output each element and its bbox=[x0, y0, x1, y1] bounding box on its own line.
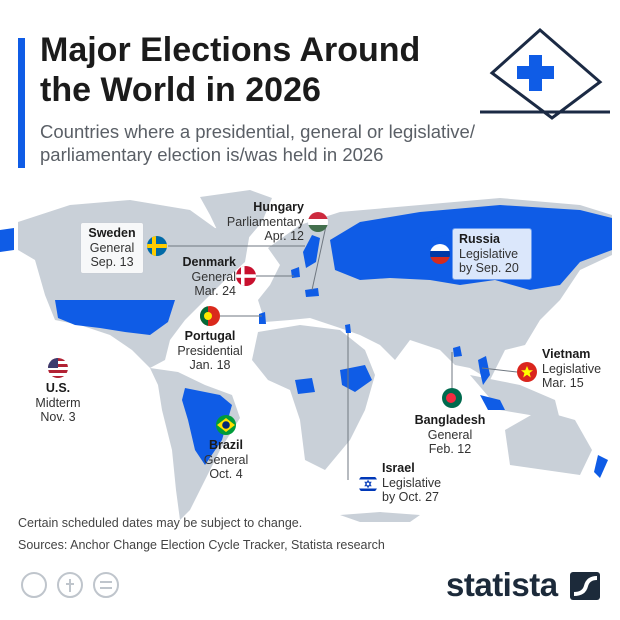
label-brazil: Brazil General Oct. 4 bbox=[186, 438, 266, 482]
election-type: General bbox=[89, 240, 135, 255]
highlighted-countries bbox=[0, 205, 612, 478]
election-date: by Sep. 20 bbox=[459, 261, 519, 275]
flag-denmark bbox=[236, 266, 256, 286]
election-date: Sep. 13 bbox=[90, 255, 134, 269]
sources: Sources: Anchor Change Election Cycle Tr… bbox=[18, 538, 385, 552]
election-date: Mar. 15 bbox=[542, 376, 584, 390]
subtitle: Countries where a presidential, general … bbox=[40, 121, 475, 165]
connectors bbox=[168, 225, 518, 480]
country: Denmark bbox=[182, 255, 237, 269]
flag-israel bbox=[358, 474, 378, 494]
footnote: Certain scheduled dates may be subject t… bbox=[18, 516, 303, 530]
brand-logo bbox=[570, 572, 600, 600]
election-type: Legislative bbox=[459, 246, 519, 261]
country: Hungary bbox=[253, 200, 304, 214]
label-portugal: Portugal Presidential Jan. 18 bbox=[160, 329, 260, 373]
country: Sweden bbox=[88, 226, 136, 240]
brand: statista bbox=[446, 566, 558, 603]
election-type: General bbox=[191, 269, 236, 284]
flag-brazil bbox=[216, 415, 236, 435]
label-vietnam: Vietnam Legislative Mar. 15 bbox=[542, 347, 618, 391]
country: Russia bbox=[459, 232, 500, 246]
election-date: Nov. 3 bbox=[40, 410, 76, 424]
label-us: U.S. Midterm Nov. 3 bbox=[18, 381, 98, 425]
label-sweden: Sweden General Sep. 13 bbox=[80, 222, 144, 274]
election-date: Feb. 12 bbox=[428, 442, 472, 456]
country: Bangladesh bbox=[414, 413, 486, 427]
flag-hungary bbox=[308, 212, 328, 232]
country: Brazil bbox=[208, 438, 244, 452]
election-date: Oct. 4 bbox=[209, 467, 243, 481]
accent-bar bbox=[18, 38, 25, 168]
election-type: Midterm bbox=[35, 395, 81, 410]
flag-russia bbox=[430, 244, 450, 264]
country: Vietnam bbox=[542, 347, 591, 361]
title: Major Elections Around the World in 2026 bbox=[40, 31, 421, 109]
flag-sweden bbox=[147, 236, 167, 256]
license-icons bbox=[21, 572, 119, 598]
election-type: Presidential bbox=[177, 343, 243, 358]
election-date: Apr. 12 bbox=[264, 229, 304, 243]
country: U.S. bbox=[45, 381, 71, 395]
election-type: General bbox=[427, 427, 473, 442]
label-russia: Russia Legislative by Sep. 20 bbox=[452, 228, 532, 280]
election-date: Mar. 24 bbox=[194, 284, 236, 298]
label-israel: Israel Legislative by Oct. 27 bbox=[382, 461, 462, 505]
election-date: Jan. 18 bbox=[189, 358, 231, 372]
election-type: Legislative bbox=[542, 361, 602, 376]
label-hungary: Hungary Parliamentary Apr. 12 bbox=[200, 200, 304, 244]
flag-vietnam bbox=[517, 362, 537, 382]
label-denmark: Denmark General Mar. 24 bbox=[150, 255, 237, 299]
ballot-icon bbox=[480, 28, 610, 120]
election-date: by Oct. 27 bbox=[382, 490, 439, 504]
election-type: General bbox=[203, 452, 249, 467]
country: Israel bbox=[382, 461, 415, 475]
flag-us bbox=[48, 358, 68, 378]
flag-bangladesh bbox=[442, 388, 462, 408]
election-type: Legislative bbox=[382, 475, 442, 490]
flag-portugal bbox=[200, 306, 220, 326]
country: Portugal bbox=[184, 329, 236, 343]
label-bangladesh: Bangladesh General Feb. 12 bbox=[400, 413, 500, 457]
election-type: Parliamentary bbox=[226, 214, 304, 229]
